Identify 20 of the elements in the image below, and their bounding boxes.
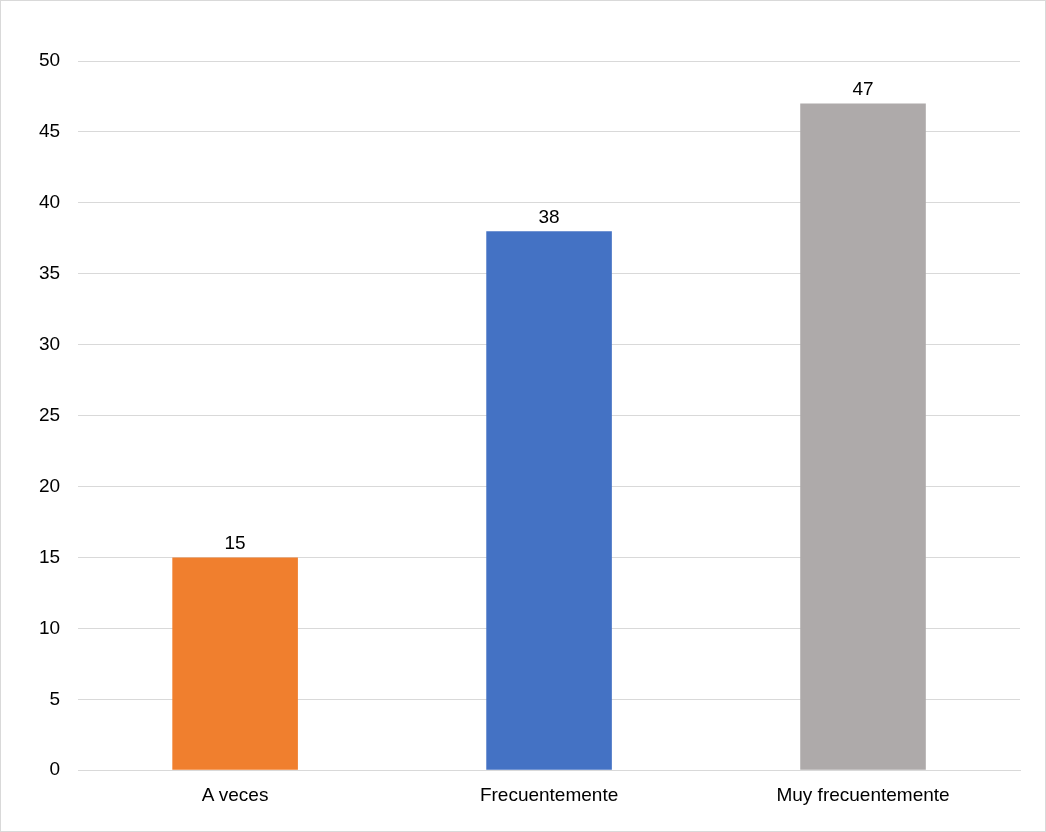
y-tick-label: 35 [38,261,61,283]
y-tick-label: 45 [38,120,61,142]
y-tick-label: 30 [38,332,61,354]
bar [172,557,298,770]
y-tick-label: 20 [38,474,61,496]
data-label: 47 [852,78,874,100]
data-label: 38 [538,205,560,227]
data-label: 15 [224,532,246,554]
y-tick-label: 5 [49,687,61,709]
y-tick-label: 25 [38,403,61,425]
bar [800,103,926,770]
x-tick-label: A veces [201,783,269,805]
y-tick-label: 40 [38,191,61,213]
x-tick-label: Frecuentemente [479,783,619,805]
y-tick-label: 15 [38,545,61,567]
y-tick-label: 50 [38,49,61,71]
bar [486,231,612,770]
y-tick-label: 10 [38,616,61,638]
y-tick-label: 0 [49,758,61,780]
x-tick-label: Muy frecuentemente [776,783,950,805]
